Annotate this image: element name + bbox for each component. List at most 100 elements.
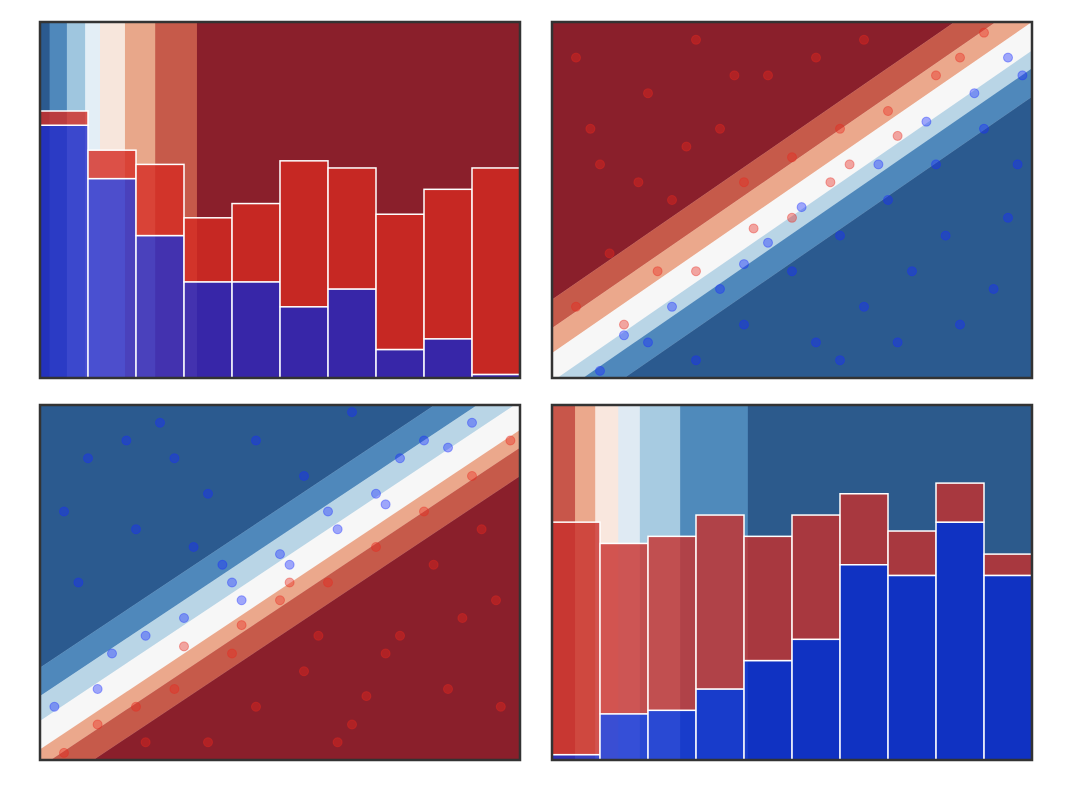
point: [643, 88, 653, 99]
point: [652, 266, 663, 277]
panel: [40, 405, 520, 760]
bar: [887, 530, 937, 577]
point: [1017, 70, 1028, 81]
point: [979, 27, 989, 38]
point: [691, 266, 701, 277]
point: [121, 435, 132, 446]
bar: [839, 493, 889, 566]
point: [571, 52, 581, 63]
bar: [887, 574, 937, 760]
point: [419, 506, 429, 517]
point: [323, 506, 333, 517]
point: [748, 223, 759, 234]
background-band: [582, 68, 1032, 378]
bar: [471, 167, 520, 376]
point: [419, 435, 429, 446]
axes-frame: [550, 20, 1034, 380]
point: [892, 130, 903, 141]
point: [595, 365, 605, 376]
background-band: [40, 405, 435, 668]
point: [681, 141, 692, 152]
point: [443, 442, 453, 453]
point: [92, 684, 103, 694]
point: [955, 52, 965, 63]
point: [491, 595, 501, 606]
point: [227, 648, 237, 659]
point: [931, 70, 941, 81]
point: [883, 106, 893, 116]
point: [883, 195, 893, 205]
point: [715, 284, 725, 294]
point: [505, 435, 516, 446]
point: [155, 417, 165, 428]
bar: [647, 709, 697, 760]
point: [395, 453, 405, 464]
point: [835, 230, 845, 241]
bar: [87, 177, 137, 378]
point: [299, 666, 309, 677]
bar: [791, 514, 841, 641]
point: [380, 499, 391, 510]
point: [667, 301, 677, 312]
point: [739, 177, 749, 188]
background-band: [40, 429, 520, 760]
bar: [423, 338, 473, 378]
point: [443, 684, 453, 694]
bar: [935, 521, 985, 760]
point: [251, 701, 261, 712]
bar: [279, 306, 329, 378]
point: [371, 542, 381, 552]
point: [140, 737, 151, 748]
point: [988, 284, 999, 294]
bar: [423, 188, 473, 340]
point: [763, 70, 773, 81]
point: [633, 177, 644, 188]
point: [571, 301, 581, 312]
point: [188, 542, 199, 552]
bar: [983, 553, 1032, 577]
bar: [231, 281, 281, 378]
bar: [40, 110, 89, 126]
point: [604, 248, 615, 259]
bar: [327, 167, 377, 290]
point: [873, 159, 884, 170]
point: [203, 488, 213, 499]
point: [179, 641, 189, 652]
point: [892, 337, 903, 348]
point: [59, 506, 69, 517]
bar: [743, 535, 793, 662]
point: [131, 701, 141, 712]
point: [179, 613, 189, 623]
point: [931, 159, 941, 170]
point: [332, 524, 343, 535]
background-band: [50, 447, 520, 760]
background-band: [40, 405, 520, 750]
point: [940, 230, 951, 241]
panel: [40, 22, 520, 378]
bar: [791, 638, 841, 760]
point: [107, 648, 117, 659]
point: [284, 559, 295, 570]
bar: [231, 202, 281, 283]
point: [619, 330, 629, 341]
point: [169, 684, 180, 694]
point: [643, 337, 653, 348]
axes-frame: [38, 20, 522, 380]
point: [59, 747, 69, 758]
point: [49, 701, 60, 712]
point: [787, 266, 797, 277]
point: [428, 559, 439, 570]
point: [921, 116, 932, 127]
point: [796, 202, 807, 213]
point: [284, 577, 295, 588]
point: [691, 355, 701, 366]
point: [275, 595, 285, 606]
point: [825, 177, 836, 188]
bar: [87, 149, 137, 180]
point: [92, 719, 103, 730]
point: [380, 648, 391, 659]
bar: [552, 521, 601, 756]
background-band: [552, 22, 955, 300]
point: [1012, 159, 1023, 170]
